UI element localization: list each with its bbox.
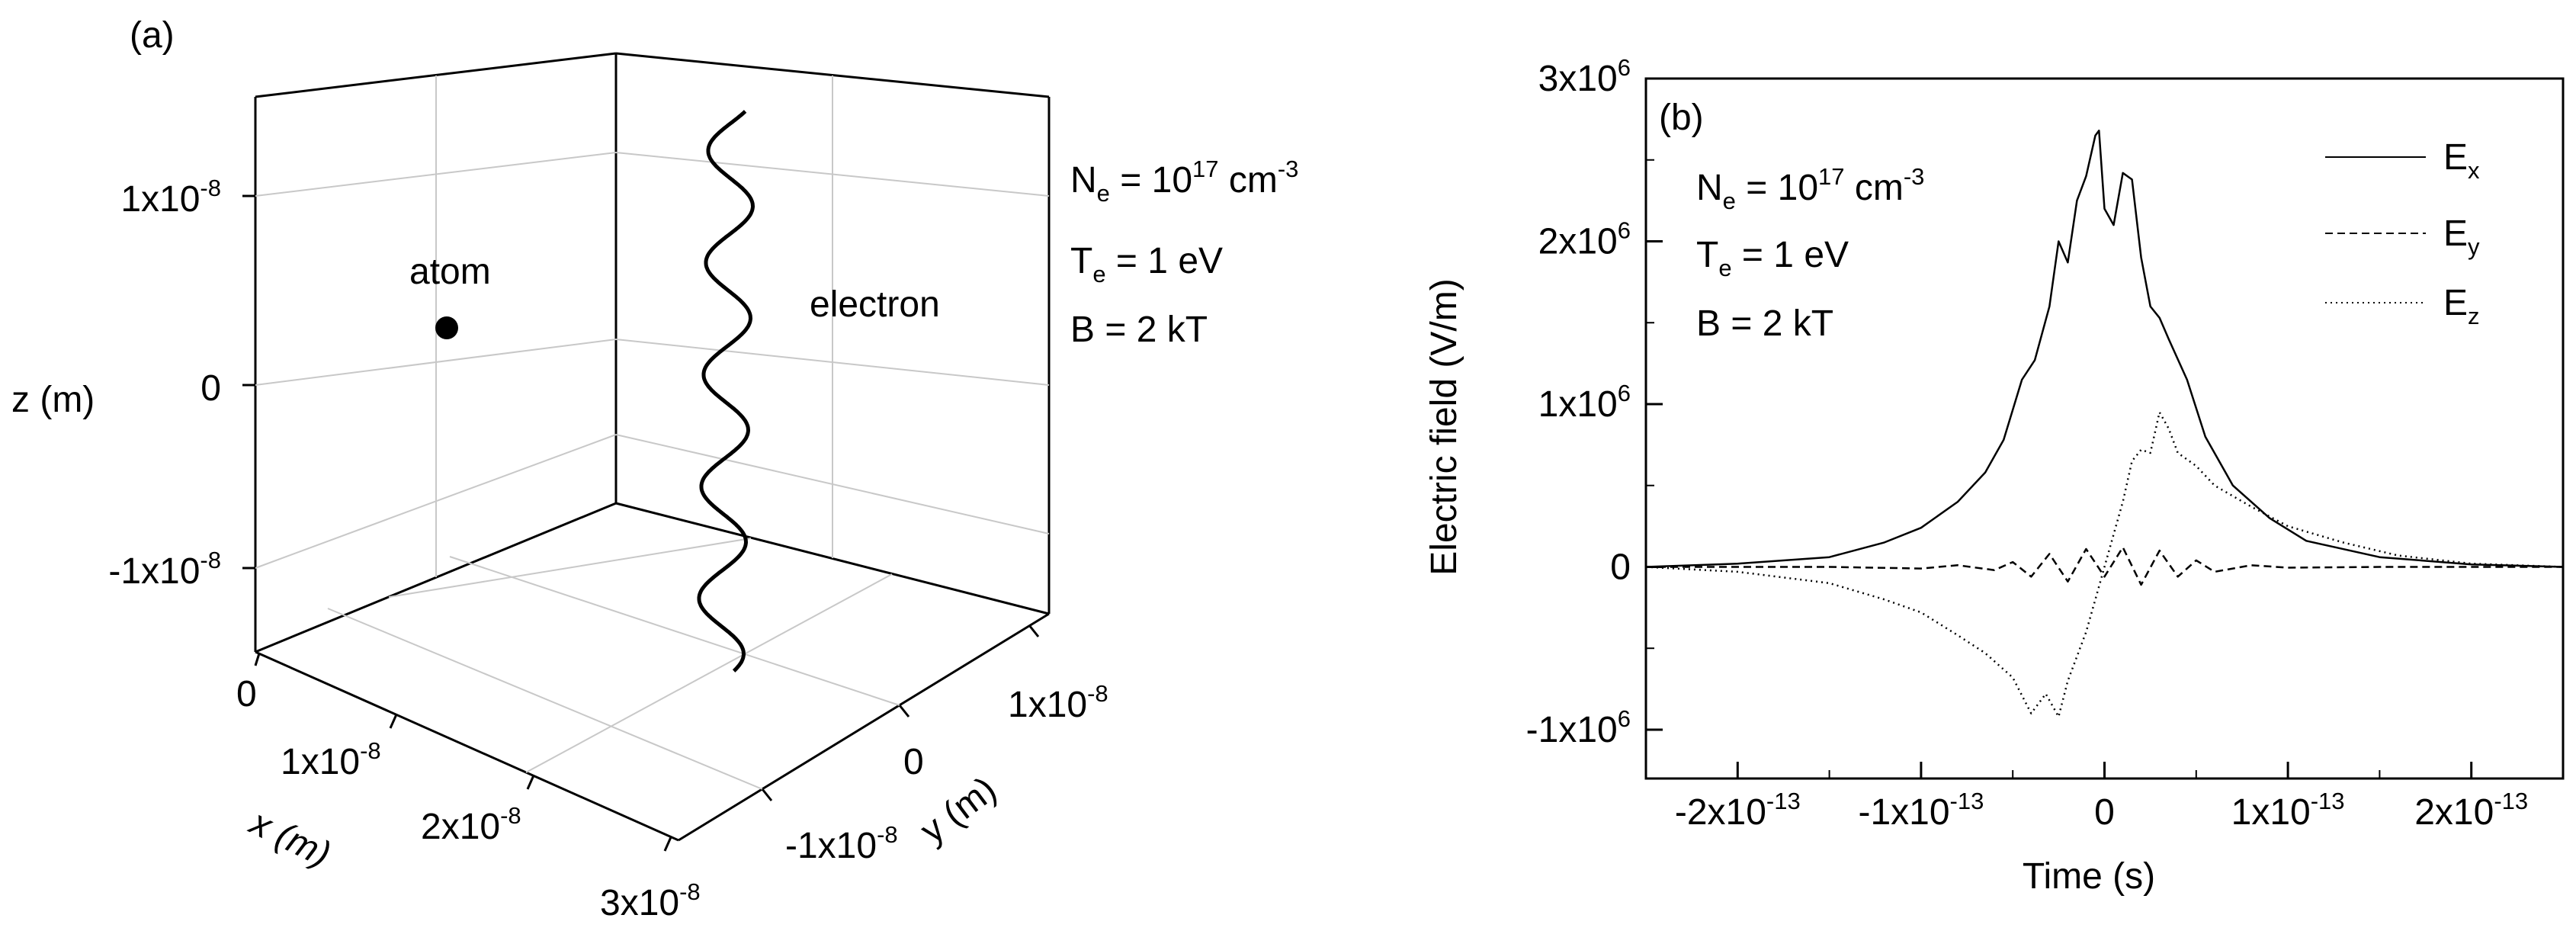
x-tick [254, 653, 261, 666]
electron-trajectory [697, 110, 755, 673]
z-tick-label: 0 [200, 368, 221, 409]
panel-a-label: (a) [130, 15, 175, 56]
tick-labels: -2x10-13 -1x10-13 0 1x10-13 2x10-13 -1x106 0 1x… [1526, 54, 2528, 833]
top-right-edge [615, 52, 1050, 98]
series-line-ey [1646, 546, 2563, 586]
grid-line [388, 538, 752, 598]
panel-b-line-chart: -2x10-13 -1x10-13 0 1x10-13 2x10-13 -1x106 0 1x… [1424, 54, 2565, 897]
x-tick [389, 714, 398, 729]
x-tick [663, 836, 672, 852]
y-axis-title: Electric field (V/m) [1424, 278, 1464, 575]
x-tick-label: 2x10-13 [2414, 788, 2528, 833]
y-tick [761, 788, 773, 801]
x-axis-title: Time (s) [2023, 856, 2155, 897]
panel-a-parameters: Ne = 1017 cm-3 Te = 1 eV B = 2 kT [1070, 156, 1298, 350]
y-axis-edge [678, 612, 1050, 842]
electron-label: electron [810, 284, 940, 325]
param-ne: Ne = 1017 cm-3 [1070, 156, 1298, 207]
y-tick-label: 2x106 [1538, 217, 1631, 262]
series-line-ez [1645, 411, 2564, 718]
y-tick-label: 3x106 [1538, 54, 1631, 99]
x-tick-label: -1x10-13 [1858, 788, 1984, 833]
y-tick-label: 1x106 [1538, 380, 1631, 425]
panel-b-parameters: Ne = 1017 cm-3 Te = 1 eV B = 2 kT [1696, 163, 1924, 344]
x-tick-label: 1x10-8 [281, 737, 381, 782]
y-tick-label: 0 [903, 742, 924, 782]
grid-line [525, 573, 893, 773]
legend-label-ez: Ez [2443, 283, 2480, 329]
param-b: B = 2 kT [1696, 303, 1833, 344]
y-tick-label: 1x10-8 [1008, 680, 1108, 725]
y-tick [898, 705, 910, 718]
y-tick-label: 0 [1610, 547, 1631, 587]
series-line-ex [1645, 130, 2564, 568]
y-tick [1028, 624, 1040, 637]
floor-right-edge [615, 502, 1050, 615]
floor-left-edge [255, 502, 617, 653]
param-te: Te = 1 eV [1696, 235, 1849, 281]
x-tick-label: 1x10-13 [2231, 788, 2345, 833]
grid-lines [255, 75, 1050, 790]
y-axis-label: y (m) [913, 769, 1004, 852]
top-left-edge [255, 52, 617, 98]
z-tick-label: -1x10-8 [108, 547, 221, 592]
legend-label-ey: Ey [2443, 213, 2480, 260]
atom-label: atom [409, 252, 491, 292]
axis-ticks [1645, 77, 2564, 779]
panel-a-3d-plot: (a) [11, 15, 1298, 923]
y-tick-label: -1x10-8 [785, 821, 898, 866]
grid-line [449, 556, 900, 706]
box-frame [254, 52, 1051, 842]
z-tick-label: 1x10-8 [120, 175, 221, 220]
param-ne: Ne = 1017 cm-3 [1696, 163, 1924, 214]
x-tick-label: 0 [236, 674, 257, 714]
legend: Ex Ey Ez [2325, 137, 2480, 329]
x-tick-label: 3x10-8 [600, 878, 701, 923]
atom-marker [435, 316, 458, 339]
tick-marks [242, 194, 1040, 852]
panel-b-label: (b) [1659, 98, 1704, 138]
y-tick-label: -1x106 [1526, 705, 1631, 750]
x-tick-label: -2x10-13 [1675, 788, 1801, 833]
param-te: Te = 1 eV [1070, 241, 1223, 287]
x-tick-label: 0 [2094, 792, 2115, 833]
z-axis-label: z (m) [11, 380, 95, 420]
legend-label-ex: Ex [2443, 137, 2480, 184]
x-axis-edge [255, 650, 679, 842]
x-tick-label: 2x10-8 [421, 802, 521, 847]
grid-line [327, 608, 763, 790]
x-tick [526, 775, 535, 790]
series-lines [1645, 130, 2564, 718]
x-axis-label: x (m) [242, 801, 336, 875]
param-b: B = 2 kT [1070, 310, 1208, 350]
